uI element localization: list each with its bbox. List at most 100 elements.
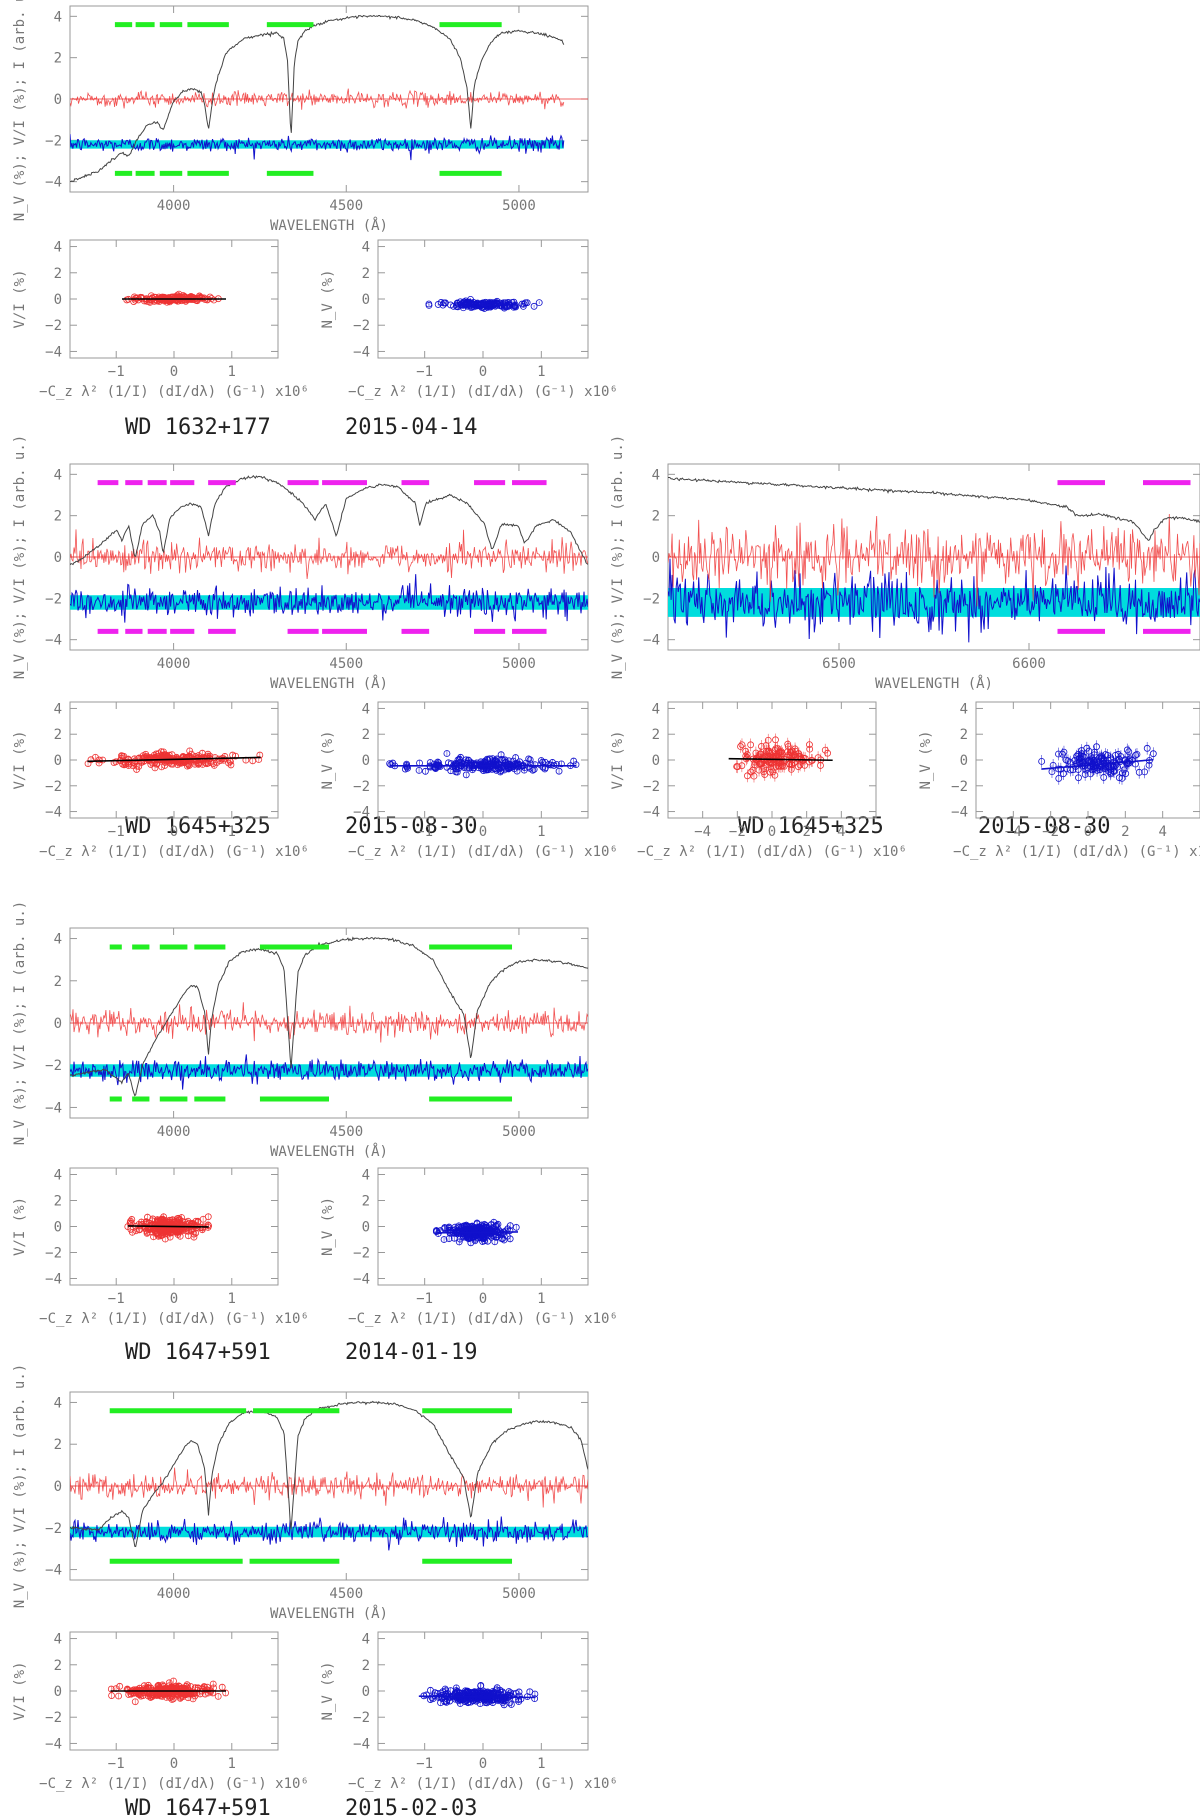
y-tick-label: 0 [362,292,370,308]
x-tick-label: 5000 [502,1586,536,1602]
data-point [764,747,772,755]
data-point [535,299,543,307]
data-point [469,1233,477,1241]
scatter-panel-wd1647b_nv: −1 0 1 −4 −2 0 2 4 −C_z λ² (1/I) (dI/dλ) (G⁻¹) x… [320,1631,618,1792]
data-point [477,1682,485,1689]
y-tick-label: 0 [652,550,660,566]
data-point [766,768,774,776]
x-tick-label: 1 [537,1291,545,1307]
x-tick-label: −1 [108,1756,125,1772]
caption-object: WD 1647+591 [125,1340,271,1365]
data-point [753,757,761,764]
data-point [480,1235,488,1243]
data-point [512,754,520,761]
intensity-series [70,936,588,1097]
data-point [480,1237,488,1245]
vi-series [70,1467,588,1508]
y-tick-label: 2 [362,266,370,282]
data-point [107,1685,115,1693]
data-point [1075,756,1083,763]
data-point [507,1701,515,1708]
data-point [221,753,229,760]
data-point [450,1234,458,1242]
data-point [146,1689,153,1696]
data-point [472,301,480,309]
y-tick-label: −2 [45,133,62,149]
y-tick-label: −2 [643,779,660,795]
y-tick-label: −2 [45,318,62,334]
data-point [427,763,434,771]
data-point [203,296,211,304]
data-point [463,302,471,310]
caption-date: 2015-04-14 [345,415,477,440]
caption-object: WD 1632+177 [125,415,271,440]
data-point [87,756,95,764]
data-point [514,760,522,768]
scatter-panel-wd1645r_nv: −4 −2 0 2 4 −4 −2 0 2 4 −C_z λ² (1/I) (dI/dλ) (G⁻¹… [918,701,1200,860]
data-point [158,751,166,759]
data-point [191,760,199,768]
data-point [519,302,527,310]
data-point [415,766,423,774]
data-point [403,760,410,768]
data-point [772,736,779,744]
y-axis-label: V/I (%) [610,730,626,789]
data-point [555,767,563,775]
data-point [1079,752,1087,760]
x-tick-label: −1 [108,1291,125,1307]
data-point [1143,744,1151,752]
data-point [526,756,534,764]
data-point [209,1689,217,1697]
y-tick-label: −2 [45,779,62,795]
x-tick-label: −4 [1005,824,1022,840]
data-point [495,1229,503,1237]
data-point [505,301,513,309]
x-axis-label: −C_z λ² (1/I) (dI/dλ) (G⁻¹) x10⁶ [39,844,309,860]
y-tick-label: 2 [362,1194,370,1210]
data-point [232,752,239,760]
data-point [204,1689,212,1697]
data-point [166,1694,174,1702]
y-tick-label: 2 [652,727,660,743]
data-point [137,1692,145,1700]
x-tick-label: 5000 [502,656,536,672]
scatter-panel-wd1632_nv: −1 0 1 −4 −2 0 2 4 −C_z λ² (1/I) (dI/dλ) (G⁻¹) x… [320,239,618,400]
y-tick-label: 4 [362,1632,370,1648]
y-tick-label: 0 [54,753,62,769]
data-point [189,294,197,301]
data-point [162,1693,170,1701]
x-axis-label: −C_z λ² (1/I) (dI/dλ) (G⁻¹) x10⁶ [637,844,907,860]
data-point [151,754,158,762]
data-point [512,1223,520,1231]
data-point [515,1698,523,1705]
data-point [531,761,539,769]
data-point [172,1686,179,1694]
y-tick-label: −2 [45,1246,62,1262]
data-point [1132,751,1140,759]
data-point [453,1688,461,1695]
data-point [110,759,118,767]
data-point [95,759,103,767]
data-point [1059,750,1066,758]
spectrum-plot-area [70,936,588,1102]
x-tick-label: 4500 [329,198,363,214]
y-axis-label: N_V (%); V/I (%); I (arb. u.) [12,1364,28,1608]
y-axis-label: N_V (%) [918,730,934,789]
y-tick-label: −4 [45,633,62,649]
y-tick-label: 0 [54,1479,62,1495]
y-tick-label: 0 [54,1220,62,1236]
data-point [1057,765,1065,773]
data-point [185,294,193,301]
data-point [205,1222,213,1230]
data-point [529,766,537,774]
y-tick-label: 4 [362,1168,370,1184]
caption-object: WD 1647+591 [125,1796,271,1820]
data-point [497,767,505,774]
data-point [755,766,763,774]
data-point [769,754,777,761]
y-tick-label: −2 [45,1710,62,1726]
data-point [515,1688,523,1696]
x-tick-label: 1 [228,1291,236,1307]
data-point [733,763,741,770]
data-point [530,302,538,310]
